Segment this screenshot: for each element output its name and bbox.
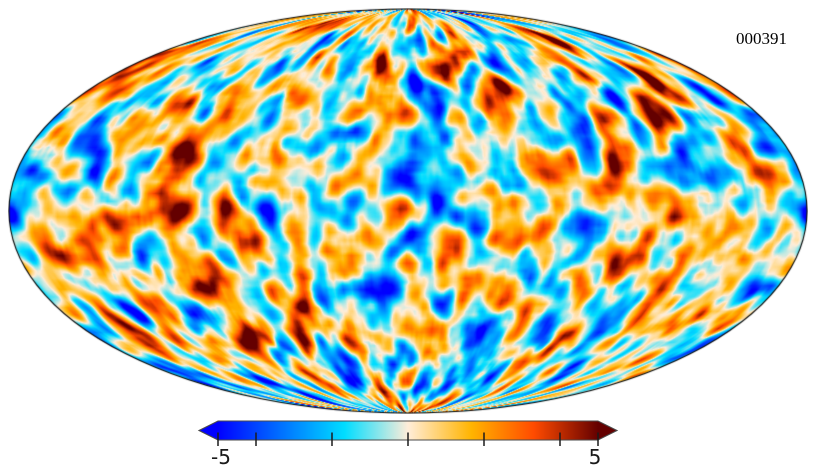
colorbar: -5 5 (197, 420, 619, 469)
sky-map-canvas (8, 8, 808, 414)
figure-label: 000391 (736, 29, 787, 48)
colorbar-min-label: -5 (211, 445, 231, 469)
colorbar-ticks (217, 432, 599, 446)
colorbar-max-label: 5 (589, 445, 602, 469)
